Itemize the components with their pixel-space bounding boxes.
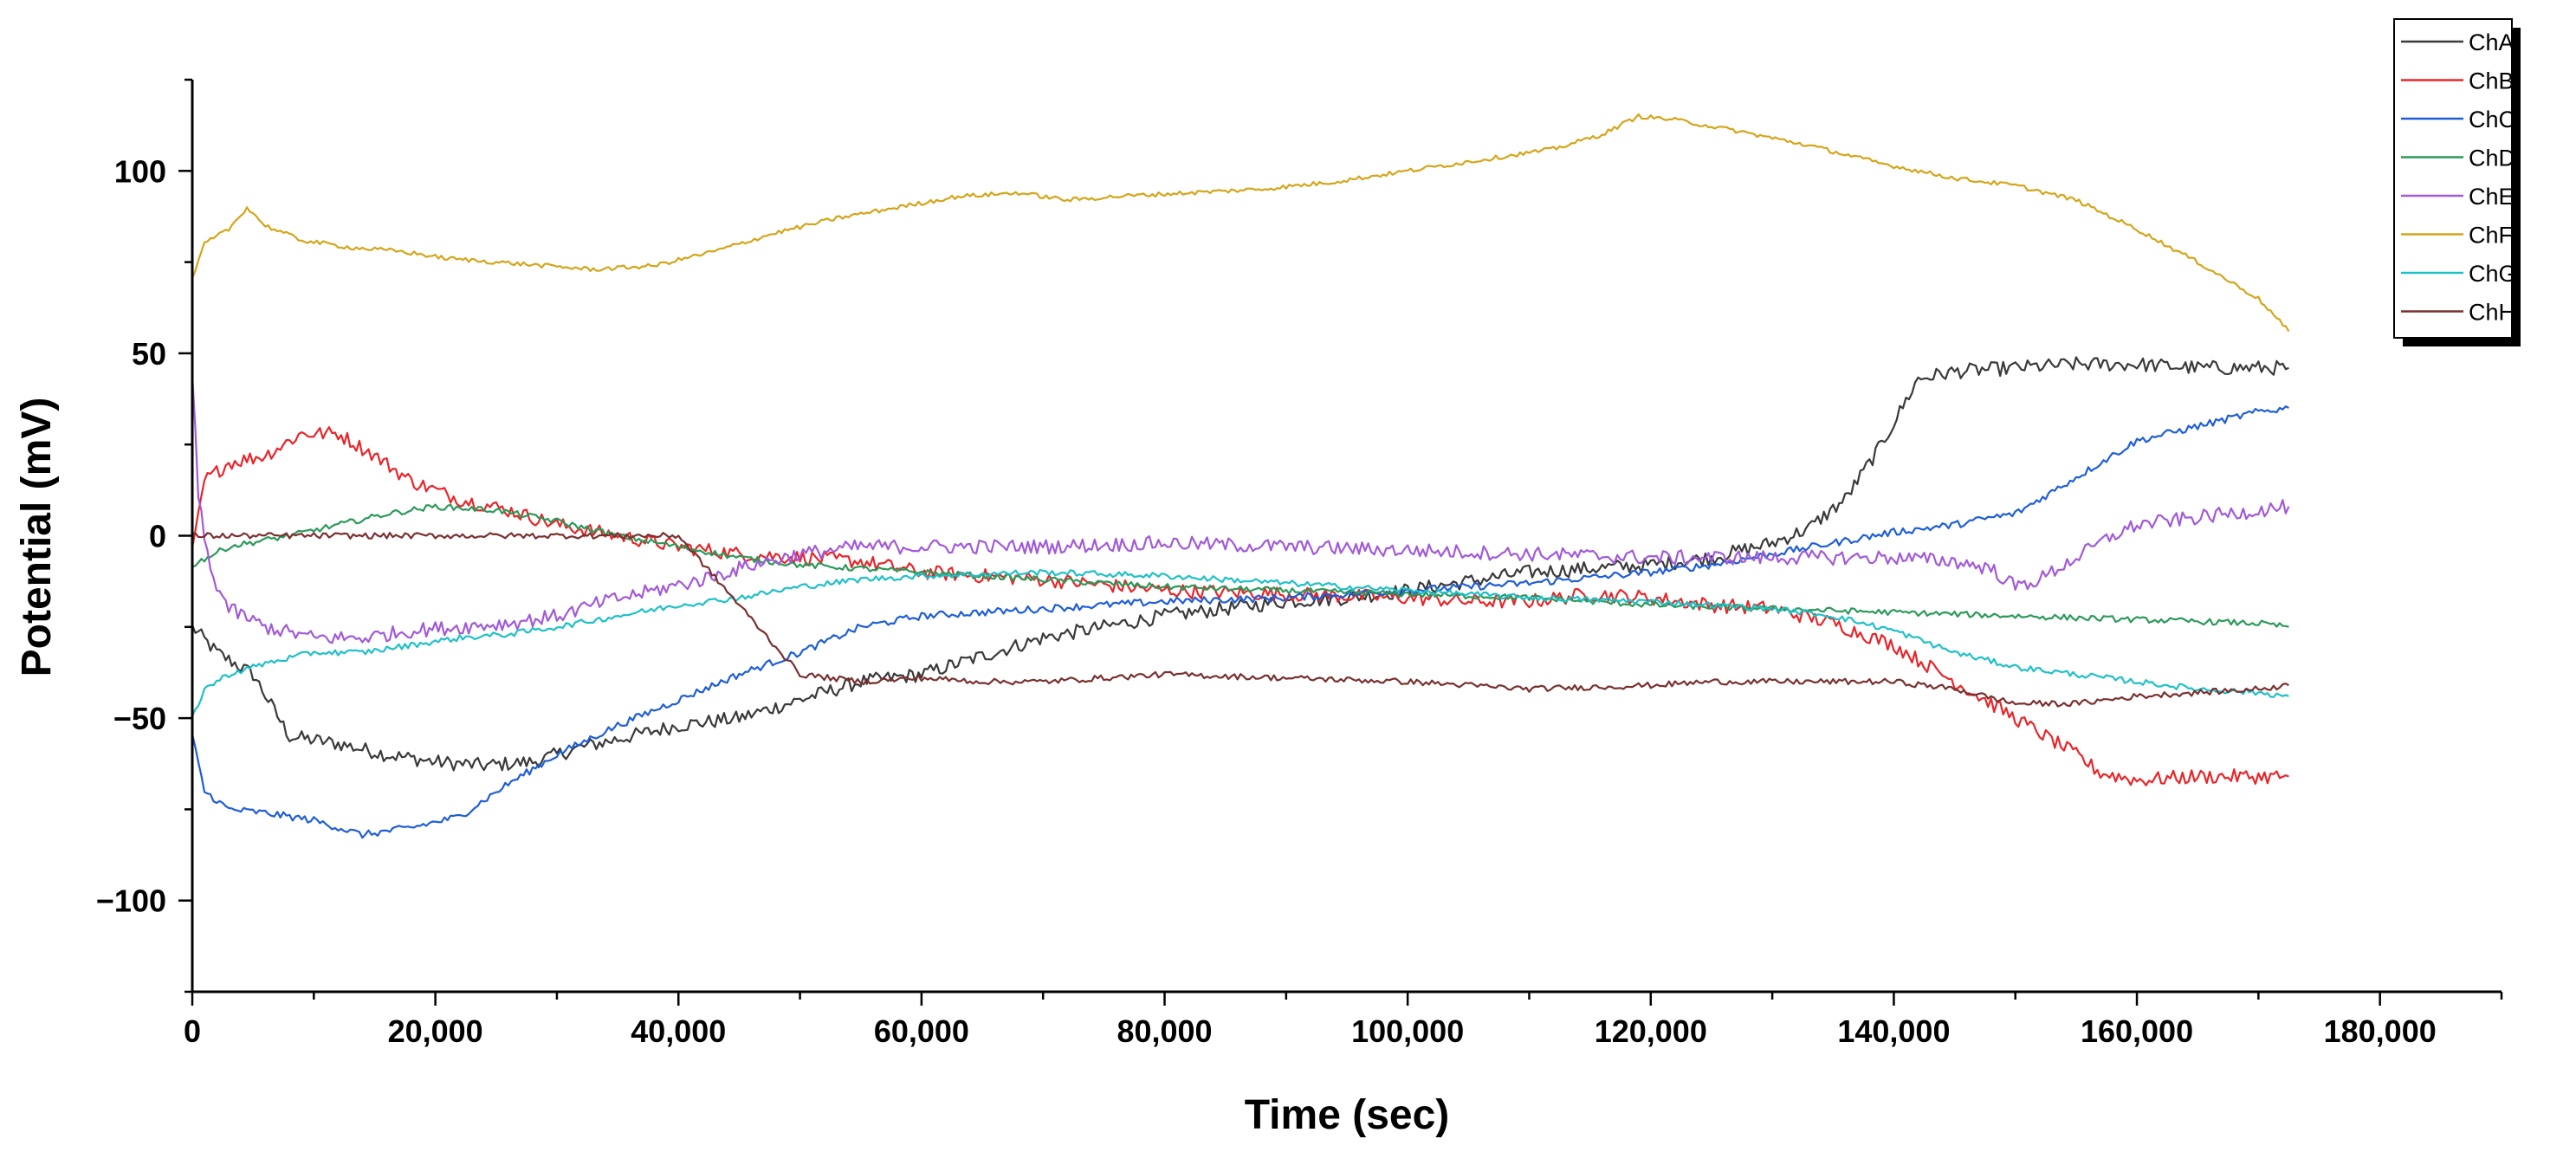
x-tick-label: 60,000	[874, 1013, 969, 1049]
x-tick-label: 100,000	[1351, 1013, 1464, 1049]
y-tick-label: 50	[132, 336, 166, 372]
x-tick-label: 140,000	[1837, 1013, 1950, 1049]
x-tick-label: 0	[184, 1013, 201, 1049]
legend-label-ChC: ChC	[2469, 107, 2515, 133]
series-line-ChB	[191, 426, 2289, 786]
series-line-ChD	[191, 503, 2289, 628]
series-line-ChG	[191, 568, 2289, 717]
legend-label-ChG: ChG	[2469, 261, 2517, 287]
legend-label-ChB: ChB	[2469, 68, 2515, 94]
legend-label-ChA: ChA	[2469, 29, 2515, 55]
y-tick-label: 100	[114, 153, 166, 189]
x-tick-label: 160,000	[2081, 1013, 2193, 1049]
legend-label-ChF: ChF	[2469, 223, 2513, 249]
y-tick-label: −100	[96, 883, 166, 919]
series-line-ChH	[191, 532, 2289, 708]
y-axis-title: Potential (mV)	[14, 398, 60, 677]
x-tick-label: 80,000	[1116, 1013, 1212, 1049]
x-axis-title: Time (sec)	[1245, 1092, 1450, 1138]
series-line-ChC	[191, 405, 2289, 839]
axes: 0 20,000 40,000 60,000 80,000 100,000 120,000 1…	[96, 78, 2503, 1049]
legend: ChA ChB ChC ChD ChE ChF ChG ChH	[2393, 18, 2521, 346]
series-line-ChF	[191, 113, 2290, 333]
x-tick-label: 120,000	[1595, 1013, 1707, 1049]
y-tick-label: −50	[113, 701, 166, 736]
y-tick-label: 0	[149, 519, 166, 554]
legend-label-ChH: ChH	[2469, 300, 2515, 326]
x-tick-label: 40,000	[631, 1013, 726, 1049]
x-tick-label: 20,000	[388, 1013, 483, 1049]
series-line-ChA	[191, 356, 2289, 772]
legend-box	[2393, 18, 2513, 339]
x-tick-label: 180,000	[2324, 1013, 2437, 1049]
legend-label-ChE: ChE	[2469, 184, 2515, 210]
series-line-ChE	[191, 375, 2290, 644]
legend-label-ChD: ChD	[2469, 146, 2515, 172]
plot-area	[191, 113, 2290, 839]
